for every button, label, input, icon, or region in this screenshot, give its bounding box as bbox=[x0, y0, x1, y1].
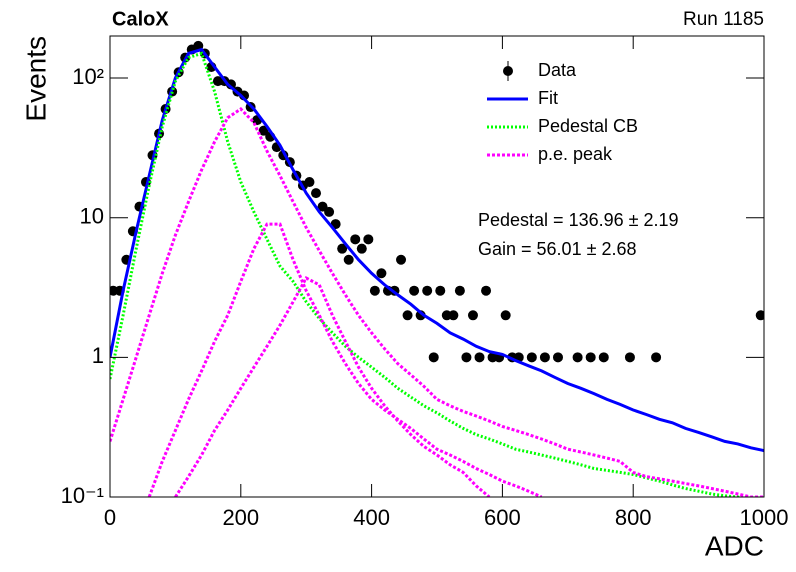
data-point bbox=[350, 234, 361, 245]
legend-label: p.e. peak bbox=[538, 144, 613, 164]
data-point bbox=[409, 285, 420, 296]
fit-curve bbox=[174, 275, 491, 497]
data-point bbox=[435, 285, 446, 296]
data-point bbox=[651, 352, 662, 363]
plot-area bbox=[110, 40, 764, 497]
data-point bbox=[572, 352, 583, 363]
data-point bbox=[624, 352, 635, 363]
data-point bbox=[526, 352, 537, 363]
data-point bbox=[324, 206, 335, 217]
x-tick-label: 800 bbox=[615, 505, 652, 530]
data-point bbox=[369, 285, 380, 296]
fit-curve bbox=[147, 222, 543, 497]
data-point bbox=[454, 285, 465, 296]
fit-curve bbox=[110, 107, 764, 497]
x-tick-label: 200 bbox=[222, 505, 259, 530]
y-axis-title: Events bbox=[20, 36, 51, 122]
data-point bbox=[337, 243, 348, 254]
data-point bbox=[356, 243, 367, 254]
x-axis-title: ADC bbox=[705, 530, 764, 561]
y-tick-label: 10 bbox=[80, 204, 104, 229]
data-point bbox=[304, 177, 315, 188]
fit-curve bbox=[110, 51, 745, 497]
chart-title: CaloX bbox=[112, 8, 169, 30]
data-point bbox=[755, 310, 764, 321]
y-tick-label: 10⁻¹ bbox=[61, 483, 104, 508]
x-tick-label: 600 bbox=[484, 505, 521, 530]
data-point bbox=[428, 352, 439, 363]
annotation: Pedestal = 136.96 ± 2.19 bbox=[478, 210, 679, 230]
data-point bbox=[467, 310, 478, 321]
x-tick-label: 0 bbox=[104, 505, 116, 530]
data-point bbox=[598, 352, 609, 363]
data-point bbox=[311, 188, 322, 199]
data-point bbox=[552, 352, 563, 363]
data-point bbox=[402, 310, 413, 321]
x-tick-label: 1000 bbox=[740, 505, 789, 530]
data-point bbox=[585, 352, 596, 363]
data-point bbox=[539, 352, 550, 363]
x-tick-label: 400 bbox=[353, 505, 390, 530]
data-point bbox=[422, 285, 433, 296]
data-point bbox=[363, 234, 374, 245]
data-point bbox=[448, 310, 459, 321]
y-tick-label: 1 bbox=[92, 343, 104, 368]
data-point bbox=[258, 125, 269, 136]
data-point bbox=[481, 285, 492, 296]
data-point bbox=[376, 268, 387, 279]
data-point bbox=[461, 352, 472, 363]
fit-curve bbox=[110, 47, 764, 453]
data-point bbox=[500, 310, 511, 321]
annotation: Gain = 56.01 ± 2.68 bbox=[478, 239, 637, 259]
legend-label: Data bbox=[538, 60, 577, 80]
legend-label: Fit bbox=[538, 88, 558, 108]
data-point bbox=[396, 254, 407, 265]
data-point bbox=[343, 254, 354, 265]
frame bbox=[109, 35, 765, 498]
y-tick-label: 10² bbox=[72, 64, 104, 89]
legend-label: Pedestal CB bbox=[538, 116, 638, 136]
data-point bbox=[474, 352, 485, 363]
run-label: Run 1185 bbox=[683, 9, 764, 30]
